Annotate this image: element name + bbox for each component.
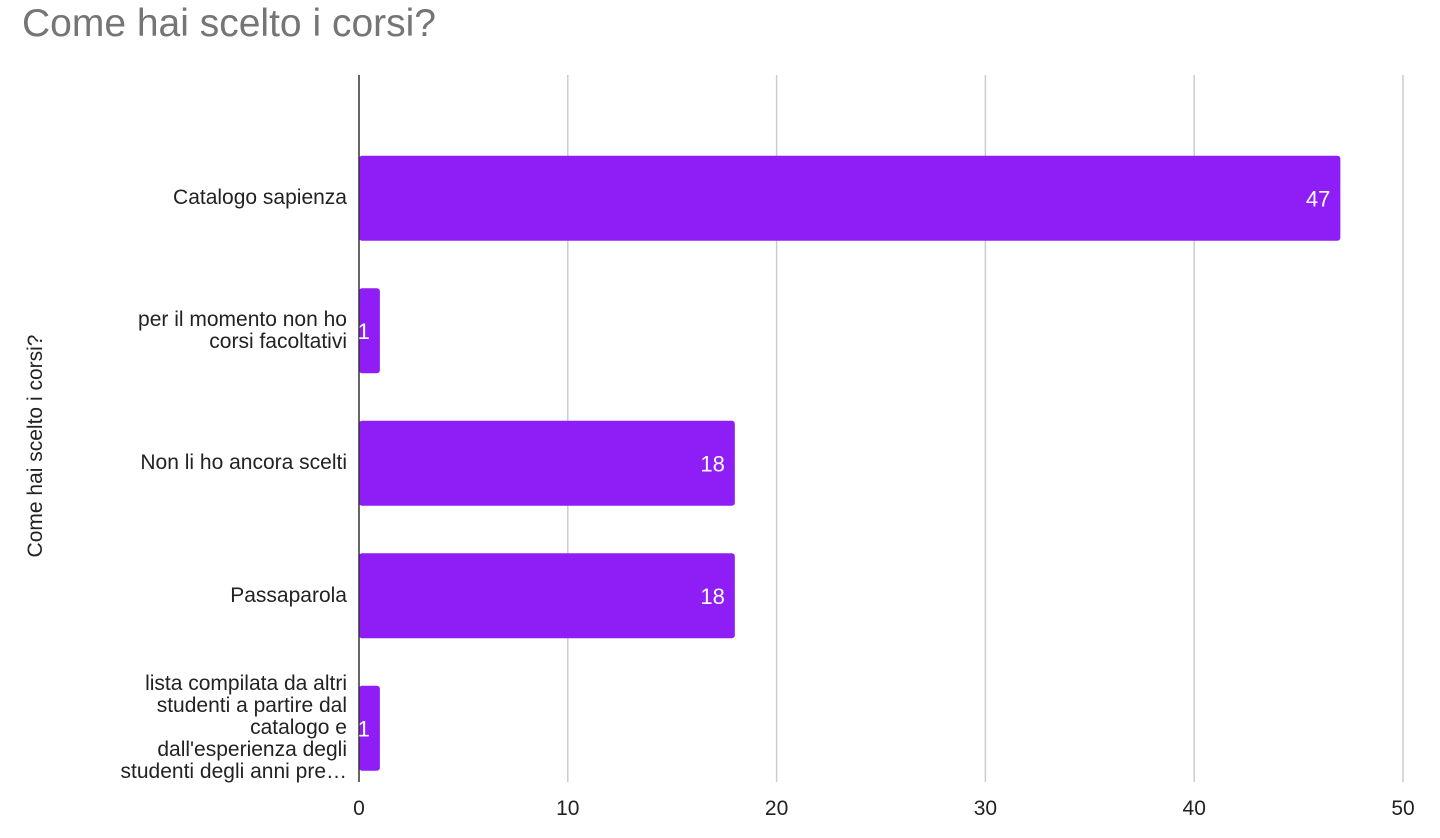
category-label-line: studenti a partire dal [156,694,347,718]
x-tick-label: 30 [974,797,997,820]
category-label: Non li ho ancora scelti [57,452,347,474]
category-label: Catalogo sapienza [57,187,347,209]
bar [359,288,380,374]
data-label: 47 [1306,186,1330,211]
axes: 0 10 20 30 40 50 [353,75,1415,820]
category-label: Passaparola [57,583,347,607]
data-label: 18 [700,584,724,609]
category-label: lista compilata da altri studenti a parti… [57,673,347,783]
category-label-line: studenti degli anni pre… [120,760,347,784]
x-tick-label: 50 [1391,797,1414,820]
bar [359,155,1341,241]
category-label-line: lista compilata da altri [145,672,347,696]
category-label-line: catalogo e [250,716,347,740]
data-labels: 47 1 18 18 1 [358,186,1331,741]
x-tick-label: 40 [1183,797,1206,820]
x-tick-label: 0 [353,797,365,820]
x-tick-label: 20 [765,797,788,820]
category-label-line: corsi facoltativi [209,329,347,353]
chart-title: Come hai scelto i corsi? [22,2,436,45]
data-label: 1 [358,716,370,741]
bar [359,553,735,639]
data-label: 1 [358,319,370,344]
category-label: per il momento non ho corsi facoltativi [57,307,347,353]
category-label-line: per il momento non ho [138,307,347,331]
bar [359,685,380,771]
bars [359,155,1341,771]
x-tick-label: 10 [556,797,579,820]
data-label: 18 [700,451,724,476]
category-label-line: Catalogo sapienza [173,186,347,210]
category-label-line: Passaparola [230,583,347,607]
category-label-line: Non li ho ancora scelti [140,451,347,475]
category-label-line: dall'esperienza degli [157,738,347,762]
bar [359,420,735,506]
